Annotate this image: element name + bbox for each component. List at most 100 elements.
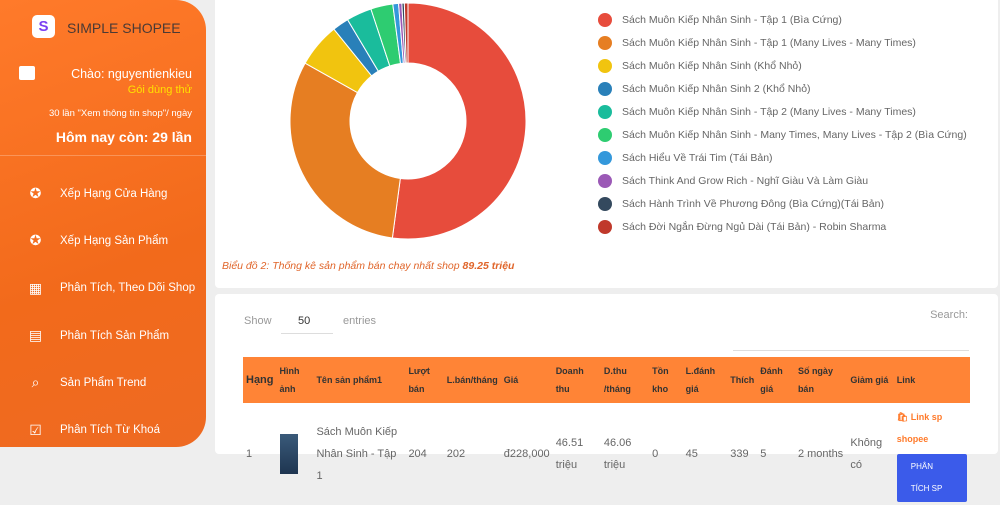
column-header[interactable]: Giảm giá: [847, 357, 894, 403]
sidebar-item-product-ranking[interactable]: ✪ Xếp Hạng Sản Phẩm: [0, 217, 206, 264]
column-header[interactable]: L.bán/tháng: [443, 357, 501, 403]
star-circle-icon: ✪: [29, 185, 42, 202]
caption-total: 89.25 triệu: [462, 260, 515, 272]
legend-label: Sách Muôn Kiếp Nhân Sinh - Many Times, M…: [622, 128, 967, 141]
brand-name: SIMPLE SHOPEE: [67, 20, 181, 36]
legend-swatch: [598, 196, 612, 211]
cell-sold-month: 202: [446, 448, 466, 460]
cell-rank: 1: [246, 448, 253, 460]
column-header[interactable]: D.thu /tháng: [600, 357, 650, 403]
column-header[interactable]: L.đánh giá: [682, 357, 728, 403]
caption-text: Biểu đồ 2: Thống kê sản phẩm bán chạy nh…: [222, 260, 463, 272]
shopee-link[interactable]: 🛍 Link sp shopee: [896, 412, 943, 444]
sidebar: S SIMPLE SHOPEE Chào: nguyentienkieu Gói…: [0, 0, 206, 447]
legend-swatch: [598, 127, 612, 142]
column-header[interactable]: Link: [893, 357, 970, 403]
cell-reviews: 45: [685, 448, 698, 460]
id-card-icon: [19, 66, 35, 80]
legend-item[interactable]: Sách Hành Trình Về Phương Đông (Bìa Cứng…: [598, 192, 967, 215]
pie-slice[interactable]: [289, 62, 401, 239]
app-logo-icon: S: [32, 15, 55, 38]
product-thumbnail[interactable]: [279, 434, 298, 474]
sidebar-item-shop-ranking[interactable]: ✪ Xếp Hạng Cửa Hàng: [0, 170, 206, 217]
column-header[interactable]: Hình ảnh: [276, 357, 314, 403]
legend-item[interactable]: Sách Muôn Kiếp Nhân Sinh - Many Times, M…: [598, 123, 967, 146]
star-circle-icon: ✪: [29, 232, 42, 249]
products-table: Hạng Hình ảnh Tên sản phẩm1 Lượt bán L.bán/t…: [243, 357, 970, 505]
greeting: Chào: nguyentienkieu: [71, 67, 192, 81]
column-header[interactable]: Giá: [500, 357, 553, 403]
column-header[interactable]: Hạng: [243, 357, 277, 403]
search-label: Search:: [930, 309, 968, 321]
cell-days: 2 months: [797, 448, 844, 460]
sidebar-item-trend[interactable]: ⌕ Sản Phẩm Trend: [0, 359, 206, 406]
plan-label: Gói dùng thử: [127, 84, 192, 96]
chart-card: Sách Muôn Kiếp Nhân Sinh - Tập 1 (Bìa Cứ…: [215, 0, 998, 288]
legend-swatch: [598, 173, 612, 188]
chart-caption: Biểu đồ 2: Thống kê sản phẩm bán chạy nh…: [222, 260, 514, 272]
cell-rating: 5: [760, 448, 767, 460]
legend-swatch: [598, 81, 612, 96]
cell-discount: Không có: [850, 437, 883, 471]
legend-swatch: [598, 219, 612, 234]
legend-swatch: [598, 150, 612, 165]
cell-revenue: 46.51 triệu: [555, 437, 584, 471]
sidebar-item-label: Phân Tích Sản Phẩm: [60, 329, 170, 342]
cell-link: 🛍 Link sp shopee PHÂN TÍCH SP: [894, 403, 970, 505]
sidebar-item-label: Xếp Hạng Cửa Hàng: [60, 187, 168, 200]
legend-item[interactable]: Sách Muôn Kiếp Nhân Sinh 2 (Khổ Nhỏ): [598, 77, 967, 100]
pie-slice[interactable]: [403, 2, 409, 64]
column-header[interactable]: Tên sản phẩm1: [313, 357, 406, 403]
column-header[interactable]: Doanh thu: [552, 357, 601, 403]
quota-text: 30 lần "Xem thông tin shop"/ ngày: [48, 108, 192, 119]
remaining-count: Hôm nay còn: 29 lần: [55, 129, 192, 145]
legend-item[interactable]: Sách Muôn Kiếp Nhân Sinh - Tập 1 (Many L…: [598, 31, 967, 54]
legend-label: Sách Muôn Kiếp Nhân Sinh - Tập 1 (Bìa Cứ…: [622, 13, 842, 26]
legend-item[interactable]: Sách Đời Ngắn Đừng Ngủ Dài (Tái Bản) - R…: [598, 215, 967, 238]
column-header[interactable]: Tồn kho: [649, 357, 683, 403]
legend-label: Sách Muôn Kiếp Nhân Sinh - Tập 2 (Many L…: [622, 105, 916, 118]
legend-label: Sách Muôn Kiếp Nhân Sinh (Khổ Nhỏ): [622, 59, 802, 72]
sidebar-item-label: Phân Tích, Theo Dõi Shop: [60, 282, 196, 295]
sidebar-item-label: Sản Phẩm Trend: [60, 376, 147, 389]
checklist-icon: ☑: [29, 421, 42, 438]
legend-label: Sách Hành Trình Về Phương Đông (Bìa Cứng…: [622, 197, 884, 210]
legend-label: Sách Đời Ngắn Đừng Ngủ Dài (Tái Bản) - R…: [622, 220, 887, 233]
legend-label: Sách Hiểu Về Trái Tim (Tái Bản): [622, 151, 773, 164]
legend-label: Sách Think And Grow Rich - Nghĩ Giàu Và …: [622, 174, 869, 187]
column-header[interactable]: Số ngày bán: [794, 357, 848, 403]
table-card: Show 50 entries Search: Hạng Hình ảnh Tên …: [215, 294, 998, 502]
sidebar-item-label: Xếp Hạng Sản Phẩm: [60, 234, 169, 247]
store-icon: ▦: [28, 279, 43, 296]
show-label: Show: [244, 315, 272, 327]
trend-search-icon: ⌕: [31, 374, 40, 391]
legend-swatch: [598, 58, 612, 73]
sidebar-item-keyword[interactable]: ☑ Phân Tích Từ Khoá: [0, 406, 206, 447]
divider: [0, 155, 206, 156]
pie-slice[interactable]: [391, 2, 527, 240]
legend-swatch: [598, 35, 612, 50]
legend-item[interactable]: Sách Hiểu Về Trái Tim (Tái Bản): [598, 146, 967, 169]
column-header[interactable]: Lượt bán: [405, 357, 444, 403]
page-size-select[interactable]: 50: [281, 310, 333, 334]
cell-name: Sách Muôn Kiếp Nhân Sinh - Tập 1: [316, 426, 398, 482]
column-header[interactable]: Thích: [727, 357, 758, 403]
search-input[interactable]: [733, 350, 969, 351]
legend-item[interactable]: Sách Muôn Kiếp Nhân Sinh - Tập 1 (Bìa Cứ…: [598, 8, 967, 31]
cell-stock: 0: [652, 448, 659, 460]
sidebar-item-label: Phân Tích Từ Khoá: [60, 424, 160, 437]
archive-box-icon: ▤: [28, 327, 43, 344]
column-header[interactable]: Đánh giá: [757, 357, 795, 403]
entries-label: entries: [343, 315, 377, 327]
legend-label: Sách Muôn Kiếp Nhân Sinh - Tập 1 (Many L…: [622, 36, 916, 49]
table-row: 1 Sách Muôn Kiếp Nhân Sinh - Tập 1 204 2…: [243, 403, 970, 505]
legend-item[interactable]: Sách Think And Grow Rich - Nghĩ Giàu Và …: [598, 169, 967, 192]
legend-item[interactable]: Sách Muôn Kiếp Nhân Sinh (Khổ Nhỏ): [598, 54, 967, 77]
legend-item[interactable]: Sách Muôn Kiếp Nhân Sinh - Tập 2 (Many L…: [598, 100, 967, 123]
donut-chart: [289, 2, 527, 240]
legend-swatch: [598, 104, 612, 119]
analyze-product-button[interactable]: PHÂN TÍCH SP: [896, 454, 967, 502]
sidebar-item-shop-analysis[interactable]: ▦ Phân Tích, Theo Dõi Shop: [0, 265, 206, 312]
legend-label: Sách Muôn Kiếp Nhân Sinh 2 (Khổ Nhỏ): [622, 82, 811, 95]
sidebar-item-product-analysis[interactable]: ▤ Phân Tích Sản Phẩm: [0, 312, 206, 359]
